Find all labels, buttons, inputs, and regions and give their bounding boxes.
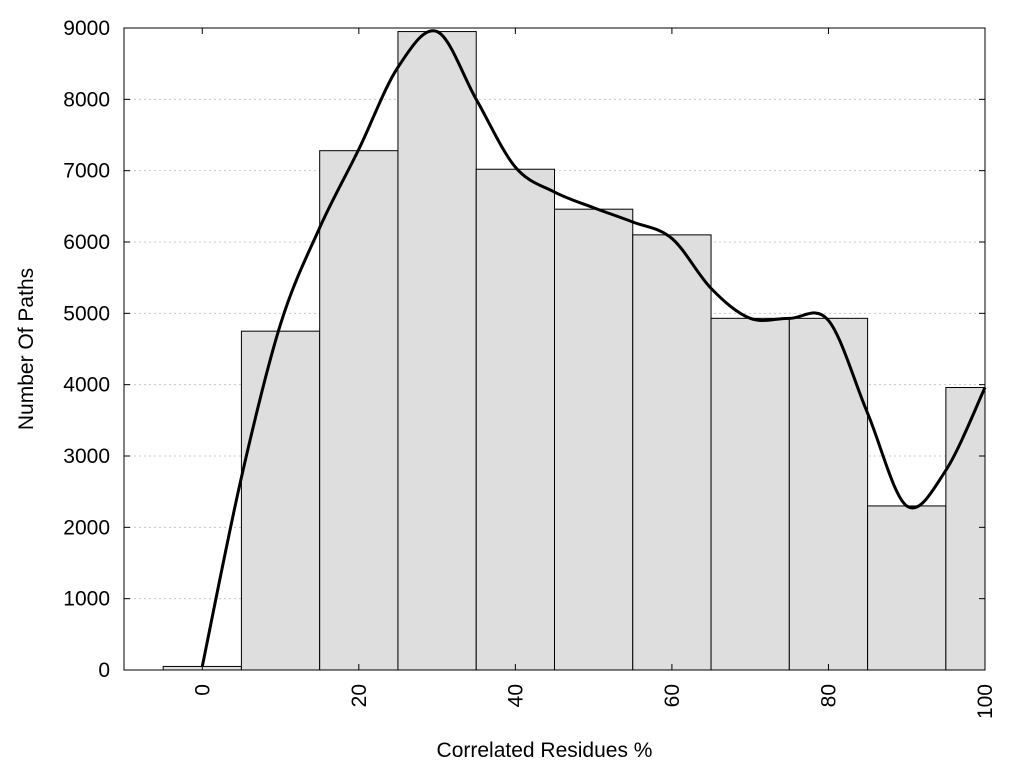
y-tick-label: 9000: [63, 17, 110, 40]
density-curve-line: [200, 29, 987, 667]
y-tick-label: 7000: [63, 160, 110, 183]
y-tick-label: 4000: [63, 374, 110, 397]
x-tick-label: 20: [348, 684, 371, 707]
histogram-bar: [710, 317, 790, 671]
x-tick-label: 100: [974, 684, 997, 719]
y-tick-label: 5000: [63, 302, 110, 325]
y-tick-label: 3000: [63, 445, 110, 468]
histogram-bar: [867, 505, 947, 671]
histogram-bar: [475, 168, 555, 671]
plot-frame: [123, 27, 986, 671]
y-tick-label: 0: [98, 659, 110, 682]
histogram-bar: [397, 31, 477, 671]
x-axis-title: Correlated Residues %: [437, 739, 653, 762]
histogram-bar: [632, 234, 712, 671]
y-axis-title: Number Of Paths: [15, 268, 38, 430]
y-tick-label: 1000: [63, 588, 110, 611]
density-curve: [200, 29, 987, 667]
histogram-bars: [162, 31, 986, 671]
x-axis-ticks: 0 20 40 60 80 100: [191, 28, 997, 719]
histogram-bar: [788, 317, 869, 671]
histogram-bar: [240, 330, 321, 671]
y-tick-label: 6000: [63, 231, 110, 254]
y-axis-ticks: 0 1000 2000 3000 4000 5000 6000 7000 8000 9000: [63, 17, 985, 682]
x-tick-label: 0: [191, 684, 214, 696]
x-tick-label: 60: [661, 684, 684, 707]
y-tick-label: 2000: [63, 516, 110, 539]
x-tick-label: 40: [504, 684, 527, 707]
x-tick-label: 80: [817, 684, 840, 707]
histogram-bar: [319, 150, 399, 671]
y-tick-label: 8000: [63, 88, 110, 111]
histogram-bar: [554, 208, 634, 671]
